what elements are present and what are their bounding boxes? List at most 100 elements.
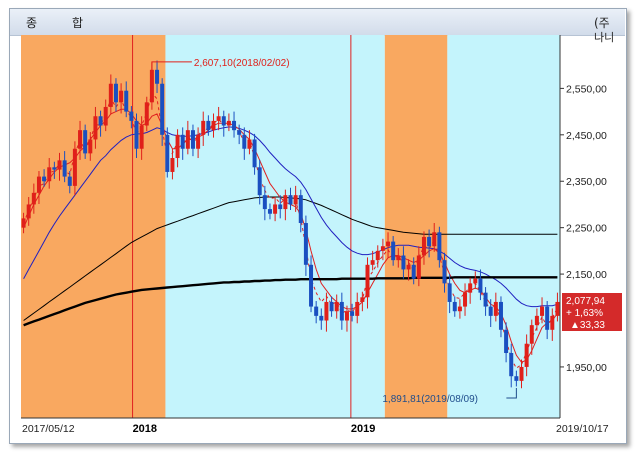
candle	[139, 116, 144, 160]
candle	[262, 185, 267, 221]
candle	[540, 297, 545, 324]
candle	[155, 60, 160, 94]
candle	[406, 259, 411, 281]
candle	[57, 152, 62, 181]
candle-body	[473, 278, 478, 284]
candle-body	[31, 192, 36, 205]
candle	[98, 110, 103, 137]
candle-body	[190, 130, 195, 149]
candle-body	[468, 283, 473, 293]
candle	[31, 183, 36, 214]
candle-body	[334, 301, 339, 312]
candle-body	[519, 366, 524, 381]
candle-body	[396, 255, 401, 261]
candle-body	[42, 176, 47, 182]
current-change-pct: + 1,63%	[566, 308, 603, 319]
candle-body	[196, 134, 201, 149]
candle-body	[160, 83, 165, 135]
candle-body	[457, 306, 462, 312]
candle	[196, 127, 201, 159]
candle	[62, 151, 67, 183]
candle-body	[185, 130, 190, 149]
candle	[52, 161, 57, 179]
candle-body	[406, 264, 411, 270]
candle	[416, 246, 421, 287]
candle	[42, 169, 47, 187]
candle	[519, 359, 524, 389]
candle	[457, 299, 462, 319]
candle	[206, 115, 211, 136]
candle	[344, 305, 349, 332]
candle	[190, 124, 195, 157]
candle	[170, 148, 175, 180]
candle-body	[514, 376, 519, 381]
candle	[478, 269, 483, 301]
candle-body	[386, 241, 391, 247]
candle-body	[237, 130, 242, 135]
candle-body	[242, 134, 247, 149]
candle-body	[370, 260, 375, 265]
candle	[129, 106, 134, 129]
candle	[380, 238, 385, 261]
candle-body	[144, 102, 149, 126]
candle-body	[298, 195, 303, 224]
candle	[529, 319, 534, 355]
candle	[452, 296, 457, 317]
candle	[319, 308, 324, 330]
chart-title-part-2: 합	[72, 16, 84, 30]
ma-long-200-line	[23, 276, 558, 327]
candle	[88, 132, 93, 161]
candle-body	[498, 301, 503, 330]
candle-body	[247, 139, 252, 149]
y-tick-label: 2,150,00	[566, 269, 607, 281]
candle	[442, 252, 447, 293]
candle	[108, 74, 113, 115]
candle-body	[149, 69, 154, 103]
candle-body	[155, 69, 160, 84]
candle-body	[78, 130, 83, 149]
candle	[360, 291, 365, 312]
candle-body	[88, 139, 93, 154]
candle	[267, 203, 272, 220]
candle	[534, 308, 539, 331]
y-tick-label: 2,450,00	[566, 130, 607, 142]
candle	[216, 106, 221, 131]
candle	[488, 299, 493, 328]
candle-body	[303, 223, 308, 265]
candle	[160, 78, 165, 146]
candle-body	[442, 260, 447, 284]
candle-body	[339, 301, 344, 321]
candle-body	[124, 90, 129, 112]
candle-body	[350, 311, 355, 316]
candle	[134, 113, 139, 159]
candle	[273, 197, 278, 222]
chart-header-right: (주	[594, 16, 610, 30]
candle	[309, 255, 314, 313]
candle	[237, 124, 242, 145]
candle	[175, 129, 180, 168]
y-tick-label: 1,950,00	[566, 362, 607, 374]
year-label-2019: 2019	[351, 423, 375, 435]
candle-body	[365, 264, 370, 298]
shading-band-orange	[384, 35, 448, 418]
candle-body	[226, 120, 231, 126]
candle	[103, 99, 108, 132]
candle-body	[257, 167, 262, 196]
candle-body	[113, 83, 118, 103]
candle	[437, 226, 442, 268]
candle	[242, 127, 247, 160]
x-start-label: 2017/05/12	[22, 423, 75, 435]
candle-body	[483, 292, 488, 307]
candle	[165, 127, 170, 178]
candle	[278, 195, 283, 219]
candle	[72, 141, 77, 196]
candle	[329, 296, 334, 317]
candle-body	[319, 315, 324, 321]
candle	[232, 111, 237, 138]
low-pointer	[506, 387, 517, 399]
candle-body	[355, 301, 360, 316]
candle-body	[57, 160, 62, 170]
candle-body	[201, 120, 206, 135]
candle-body	[375, 250, 380, 261]
candle	[463, 283, 468, 316]
